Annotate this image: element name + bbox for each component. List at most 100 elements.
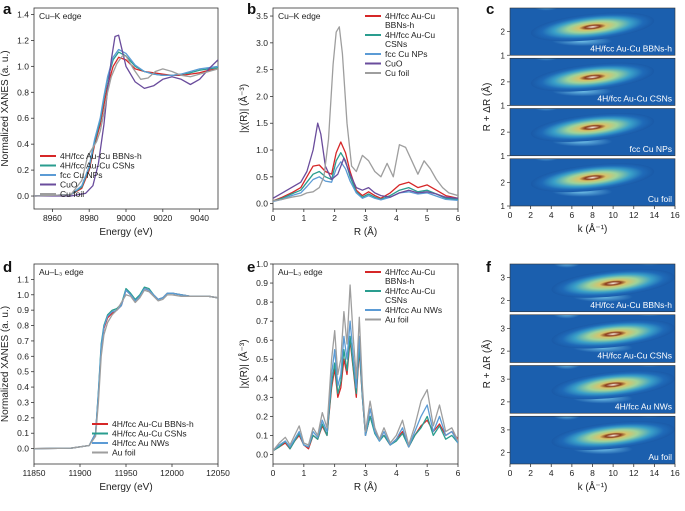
x-tick-label: 8960 <box>43 213 62 223</box>
x-tick-label: 1 <box>301 213 306 223</box>
x-tick-label: 11900 <box>68 468 91 478</box>
y-tick-label: 0.8 <box>256 297 268 307</box>
heatmap-subplot: 1 2 fcc Cu NPs <box>501 108 676 161</box>
heatmap-sample-label: fcc Cu NPs <box>629 144 672 154</box>
heatmap-hotspot <box>551 370 675 400</box>
y-tick-label: 1.0 <box>17 61 29 71</box>
y-tick-label: 2.0 <box>256 91 268 101</box>
heatmap-body <box>510 108 675 156</box>
y-tick-label: 1.4 <box>17 9 29 19</box>
series-line <box>34 55 218 197</box>
heatmap-blob <box>636 416 663 418</box>
heatmap-subplot: 1 2 4H/fcc Au-Cu BBNs-h <box>501 7 676 60</box>
y-axis-label: Normalized XANES (a. u.) <box>0 50 11 166</box>
panel-letter: f <box>486 259 492 276</box>
heatmap-body <box>510 8 675 56</box>
heatmap-body <box>510 314 675 363</box>
legend-label: 4H/fcc Au-Cu <box>385 11 435 21</box>
x-axis-label: R (Å) <box>354 225 377 238</box>
legend-label: Cu foil <box>60 189 84 199</box>
heatmap-blob <box>553 365 581 370</box>
y-axis-label: |χ(R)| (Å⁻³) <box>237 84 250 133</box>
heatmap-frame <box>509 365 676 414</box>
legend-label: CSNs <box>385 39 407 49</box>
heatmap-hotspot <box>530 163 655 193</box>
legend-label: 4H/fcc Au-Cu <box>385 267 435 277</box>
heatmap-blob <box>636 314 663 317</box>
heatmap-subplot: 2 3 4H/fcc Au NWs <box>501 365 676 414</box>
y-tick-label: 1.0 <box>256 145 268 155</box>
y-tick-label: 0.4 <box>17 139 29 149</box>
heatmap-frame <box>509 263 676 313</box>
edge-label: Cu–K edge <box>278 11 321 21</box>
legend-label: 4H/fcc Au NWs <box>112 438 169 448</box>
y-tick-label: 2 <box>501 296 506 305</box>
y-tick-label: 3.5 <box>256 11 268 21</box>
panel-letter: b <box>247 1 256 18</box>
y-tick-label: 0.3 <box>256 392 268 402</box>
y-tick-label: 2.5 <box>256 65 268 75</box>
y-tick-label: 0.2 <box>17 165 29 175</box>
series-line <box>273 320 458 452</box>
x-tick-label: 14 <box>650 210 660 220</box>
legend-label: CuO <box>60 180 78 190</box>
heatmap-blob <box>636 264 663 266</box>
legend-label: 4H/fcc Au NWs <box>385 305 442 315</box>
y-tick-label: 1.2 <box>17 35 29 45</box>
heatmap-subplot: 2 3 4H/fcc Au-Cu CSNs <box>501 314 676 363</box>
x-tick-label: 2 <box>528 210 533 220</box>
heatmap-subplot: 2 3 Au foil <box>501 415 676 465</box>
heatmap-hotspot <box>530 112 655 142</box>
y-tick-label: 0.1 <box>17 428 29 438</box>
panel-a: 8960 8980 9000 9020 9040 0.0 0.2 0.4 0.6 0.8 1.0 1.… <box>0 7 219 238</box>
y-tick-label: 0.5 <box>17 367 29 377</box>
x-tick-label: 16 <box>670 468 680 478</box>
y-tick-label: 3 <box>501 426 506 435</box>
y-tick-label: 0.2 <box>256 411 268 421</box>
y-axis-label: |χ(R)| (Å⁻³) <box>237 339 250 388</box>
y-tick-label: 2 <box>501 178 506 187</box>
x-tick-label: 4 <box>394 213 399 223</box>
heatmap-sample-label: 4H/fcc Au-Cu CSNs <box>597 351 672 361</box>
y-tick-label: 1.0 <box>256 259 268 269</box>
x-tick-label: 5 <box>425 213 430 223</box>
x-axis-label: k (Å⁻¹) <box>578 222 608 235</box>
x-tick-label: 2 <box>332 213 337 223</box>
x-tick-label: 16 <box>670 210 680 220</box>
x-tick-label: 12 <box>629 210 639 220</box>
heatmap-blob <box>533 108 559 112</box>
y-tick-label: 2 <box>501 128 506 137</box>
y-tick-label: 0.4 <box>256 373 268 383</box>
heatmap-blob <box>553 314 581 319</box>
legend-label: 4H/fcc Au-Cu BBNs-h <box>60 151 142 161</box>
x-tick-label: 11950 <box>114 468 137 478</box>
x-tick-label: 0 <box>508 468 513 478</box>
legend-label: Cu foil <box>385 68 409 78</box>
legend-label: Au foil <box>112 448 136 458</box>
heatmap-blob <box>553 416 581 421</box>
x-axis-label: k (Å⁻¹) <box>578 480 608 493</box>
y-tick-label: 3 <box>501 375 506 384</box>
legend-label: fcc Cu NPs <box>385 49 428 59</box>
heatmap-subplot: 2 3 4H/fcc Au-Cu BBNs-h <box>501 263 676 313</box>
y-tick-label: 0.5 <box>256 354 268 364</box>
x-axis-label: Energy (eV) <box>99 482 152 493</box>
series-line <box>273 26 458 202</box>
x-tick-label: 4 <box>549 210 554 220</box>
y-tick-label: 0.9 <box>256 278 268 288</box>
series-line <box>273 284 458 452</box>
x-tick-label: 6 <box>570 210 575 220</box>
y-tick-label: 0.8 <box>17 87 29 97</box>
heatmap-subplot: 1 2 Cu foil <box>501 158 676 211</box>
heatmap-blob <box>636 365 663 368</box>
x-tick-label: 4 <box>549 468 554 478</box>
x-tick-label: 6 <box>570 468 575 478</box>
heatmap-frame <box>509 314 676 363</box>
legend-label: 4H/fcc Au-Cu <box>385 30 435 40</box>
y-tick-label: 3.0 <box>256 38 268 48</box>
legend-label: CuO <box>385 59 403 69</box>
x-tick-label: 3 <box>363 468 368 478</box>
x-tick-label: 2 <box>332 468 337 478</box>
y-tick-label: 1 <box>501 102 506 111</box>
y-axis-label: Normalized XANES (a. u.) <box>0 306 11 422</box>
